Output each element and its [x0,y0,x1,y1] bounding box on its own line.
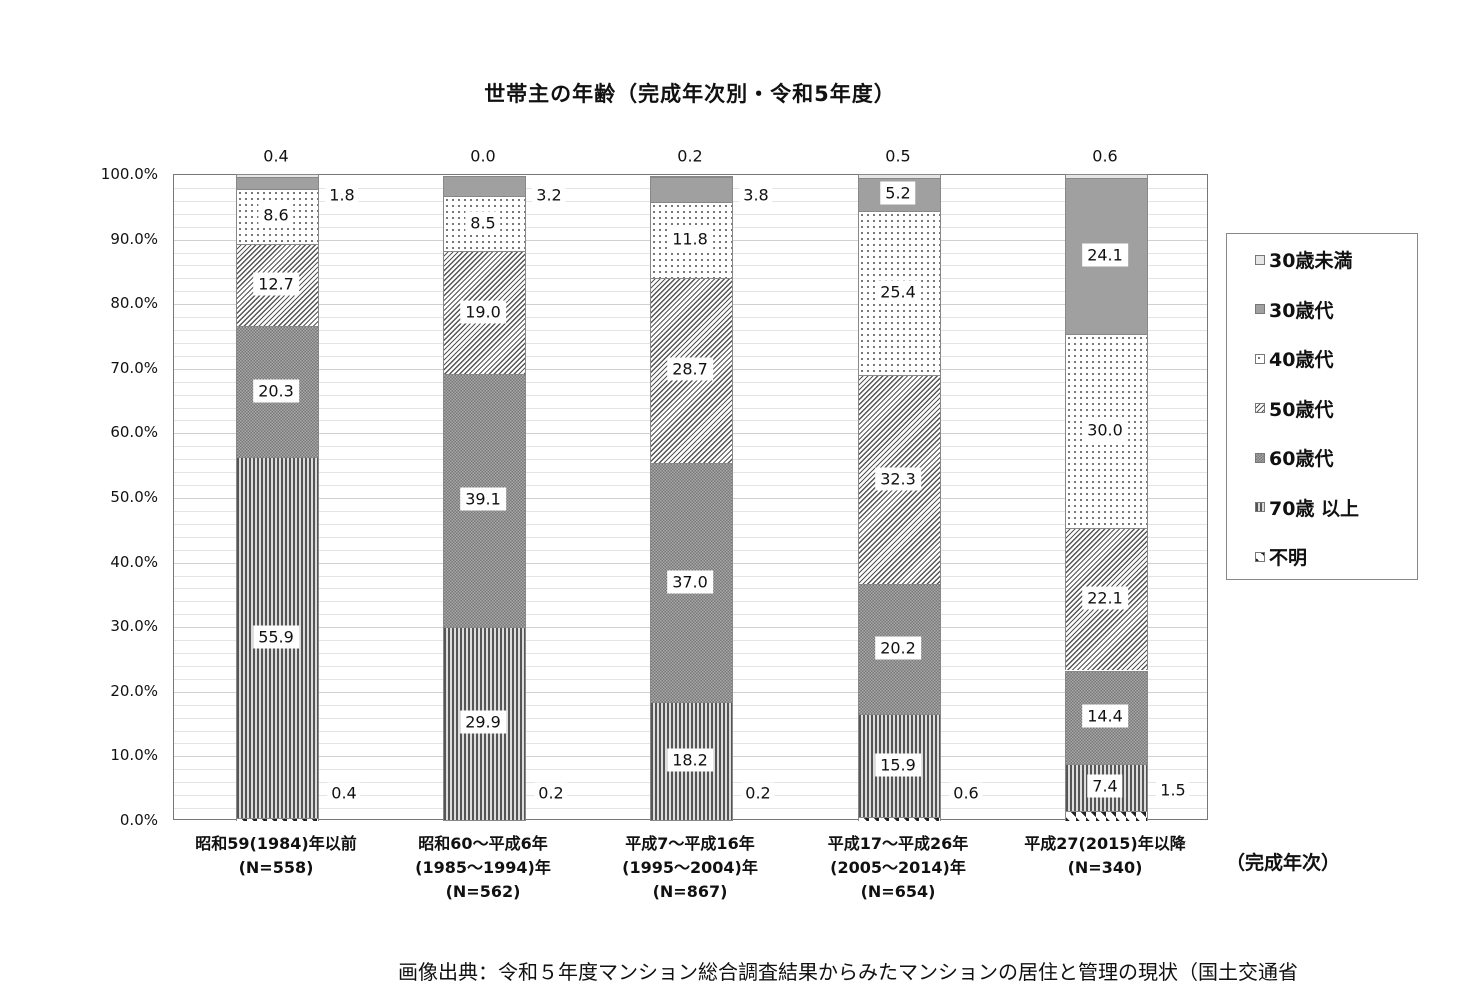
legend-item-under30: 30歳未満 [1255,246,1352,273]
data-label-70plus: 18.2 [667,748,713,772]
legend-label: 50歳代 [1269,398,1334,421]
y-tick-label: 80.0% [110,294,158,313]
data-label-40s: 8.6 [258,203,294,227]
data-label-unknown: 0.2 [741,782,775,804]
bar-segment-30s [649,176,733,202]
data-label-under30: 0.2 [673,145,707,167]
bar-segment-unknown [649,819,733,821]
y-tick-label: 60.0% [110,423,158,442]
data-label-40s: 25.4 [875,280,921,304]
data-label-under30: 0.5 [881,145,915,167]
y-tick-label: 20.0% [110,681,158,700]
y-tick-label: 100.0% [100,165,158,183]
y-tick-label: 50.0% [110,488,158,506]
data-label-60s: 37.0 [667,570,713,594]
y-tick-label: 30.0% [110,617,158,636]
data-label-50s: 32.3 [875,467,921,491]
data-label-50s: 28.7 [667,357,713,381]
legend-item-30s: 30歳代 [1255,296,1333,323]
image-source-caption: 画像出典：令和５年度マンション総合調査結果からみたマンションの居住と管理の現状（… [398,960,1298,984]
bar-segment-unknown [442,819,526,821]
data-label-60s: 20.3 [253,379,299,403]
data-label-under30: 0.6 [1088,145,1122,167]
stacked-bar [857,174,941,821]
bar-segment-under30 [235,174,319,177]
data-label-70plus: 29.9 [460,710,506,734]
y-tick-label: 70.0% [110,358,158,377]
legend-swatch-icon [1255,353,1265,364]
x-category-label: 平成17〜平成26年 (2005〜2014)年 (N=654) [827,834,969,901]
y-tick-label: 90.0% [110,229,158,248]
data-label-50s: 22.1 [1082,586,1128,610]
data-label-unknown: 1.5 [1156,779,1190,801]
legend-swatch-icon [1255,403,1265,413]
plot-area [173,174,1208,821]
data-label-unknown: 0.6 [949,782,983,804]
legend-label: 30歳代 [1269,299,1334,322]
data-label-under30: 0.4 [259,145,293,167]
legend-swatch-icon [1255,551,1265,562]
y-tick-label: 40.0% [110,552,158,571]
x-category-label: 昭和59(1984)年以前 (N=558) [195,834,357,877]
data-label-40s: 11.8 [667,227,713,251]
data-label-30s: 5.2 [880,181,916,205]
legend-item-40s: 40歳代 [1255,345,1333,372]
data-label-70plus: 15.9 [875,753,921,777]
x-category-label: 平成27(2015)年以降 (N=340) [1024,834,1186,877]
data-label-60s: 20.2 [875,636,921,660]
bar-segment-40s [235,188,319,245]
legend-label: 40歳代 [1269,349,1334,371]
legend-label: 不明 [1269,547,1308,569]
legend-swatch-icon [1255,502,1265,512]
data-label-70plus: 55.9 [253,625,299,649]
data-label-30s: 3.2 [532,184,566,206]
x-category-label: 昭和60〜平成6年 (1985〜1994)年 (N=562) [415,834,551,901]
y-tick-label: 0.0% [119,811,158,829]
bar-segment-50s [235,244,319,327]
legend-label: 30歳未満 [1269,250,1353,272]
legend-label: 60歳代 [1269,448,1334,470]
legend-item-unknown: 不明 [1255,543,1307,570]
data-label-30s: 1.8 [325,184,359,206]
legend-swatch-icon [1255,452,1265,463]
bar-segment-50s [649,277,733,464]
legend-item-50s: 50歳代 [1255,395,1333,422]
bar-segment-under30 [857,174,941,178]
data-label-30s: 3.8 [739,184,773,206]
data-label-40s: 8.5 [465,211,501,235]
data-label-unknown: 0.2 [534,782,568,804]
bar-segment-30s [235,176,319,189]
data-label-40s: 30.0 [1082,418,1128,442]
data-label-50s: 12.7 [253,272,299,296]
stacked-bar [649,175,733,821]
legend-item-70plus: 70歳 以上 [1255,494,1359,521]
legend-label: 70歳 以上 [1269,497,1360,520]
bar-segment-unknown [235,818,319,821]
legend-swatch-icon [1255,304,1265,314]
data-label-60s: 39.1 [460,487,506,511]
bar-segment-40s [649,201,733,278]
bar-segment-60s [857,583,941,715]
bar-segment-under30 [649,175,733,177]
data-label-30s: 24.1 [1082,243,1128,267]
legend: 30歳未満 30歳代 40歳代 50歳代 60歳代 70歳 以上 不明 [1226,233,1418,580]
data-label-70plus: 7.4 [1087,774,1123,798]
legend-item-60s: 60歳代 [1255,444,1333,471]
data-label-unknown: 0.4 [327,782,361,804]
bar-segment-30s [442,175,526,197]
data-label-60s: 14.4 [1082,704,1128,728]
y-tick-label: 10.0% [110,746,158,765]
legend-swatch-icon [1255,254,1265,265]
x-axis-unit-label: （完成年次） [1226,852,1341,874]
x-category-label: 平成7〜平成16年 (1995〜2004)年 (N=867) [622,834,758,901]
chart-title: 世帯主の年齢（完成年次別・令和5年度） [484,82,896,106]
data-label-50s: 19.0 [460,300,506,324]
bar-segment-unknown [1064,811,1148,821]
bar-segment-unknown [857,817,941,821]
bar-segment-under30 [1064,174,1148,179]
data-label-under30: 0.0 [466,145,500,167]
